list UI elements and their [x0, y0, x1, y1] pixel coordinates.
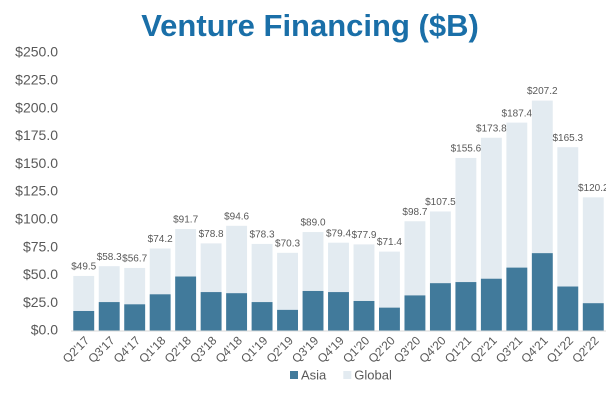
data-label: $78.3: [250, 230, 275, 241]
bar: [582, 303, 604, 331]
data-label: $165.3: [552, 133, 583, 144]
data-label: $207.2: [527, 86, 558, 97]
legend-label: Asia: [301, 367, 327, 382]
data-label: $71.4: [377, 237, 402, 248]
bar: [149, 294, 171, 331]
bar: [277, 309, 298, 331]
bar: [200, 292, 222, 331]
x-tick-label: Q4'21: [518, 333, 551, 366]
data-label: $77.9: [351, 230, 376, 241]
bar: [353, 300, 375, 331]
data-label: $187.4: [502, 108, 533, 119]
data-label: $89.0: [301, 218, 326, 229]
x-tick-label: Q1'19: [238, 333, 271, 366]
bar: [73, 310, 95, 331]
y-tick-label: $125.0: [15, 183, 58, 199]
x-tick-label: Q3'17: [85, 333, 118, 366]
y-tick-label: $25.0: [23, 294, 58, 310]
y-tick-label: $200.0: [15, 99, 58, 115]
data-label: $58.3: [97, 252, 122, 263]
data-label: $155.6: [451, 144, 482, 155]
data-label: $98.7: [402, 207, 427, 218]
data-label: $70.3: [275, 238, 300, 249]
x-tick-label: Q1'21: [442, 333, 475, 366]
legend-swatch: [290, 371, 298, 379]
legend-swatch: [343, 371, 352, 379]
x-tick-label: Q4'17: [111, 333, 144, 366]
x-tick-label: Q3'21: [493, 333, 526, 366]
y-tick-label: $225.0: [15, 72, 58, 88]
y-tick-label: $150.0: [15, 155, 58, 171]
bar: [98, 302, 120, 331]
bar: [557, 147, 579, 331]
x-tick-label: Q2'19: [264, 333, 297, 366]
x-tick-label: Q1'22: [544, 333, 577, 366]
bar: [124, 304, 146, 331]
y-tick-label: $0.0: [31, 322, 58, 338]
data-label: $79.4: [326, 228, 351, 239]
x-tick-label: Q1'18: [136, 333, 169, 366]
bar: [506, 267, 528, 331]
bar: [379, 307, 400, 331]
x-tick-label: Q4'19: [315, 333, 348, 366]
x-tick-label: Q4'20: [416, 333, 449, 366]
bar: [251, 302, 273, 331]
data-label: $49.5: [71, 262, 96, 273]
y-tick-label: $100.0: [15, 211, 58, 227]
x-tick-label: Q2'22: [569, 333, 602, 366]
x-tick-label: Q2'20: [366, 333, 399, 366]
bar: [480, 278, 502, 331]
data-label: $78.8: [199, 229, 224, 240]
x-tick-label: Q2'17: [60, 333, 93, 366]
bar: [404, 295, 426, 331]
data-label: $107.5: [425, 197, 456, 208]
bar: [455, 282, 477, 331]
y-tick-label: $250.0: [15, 44, 58, 60]
y-tick-label: $75.0: [23, 238, 58, 254]
x-tick-label: Q4'18: [213, 333, 246, 366]
data-label: $120.2: [578, 183, 606, 194]
x-tick-label: Q3'18: [187, 333, 220, 366]
x-tick-label: Q3'20: [391, 333, 424, 366]
x-tick-label: Q3'19: [289, 333, 322, 366]
data-label: $56.7: [122, 254, 147, 265]
y-tick-label: $50.0: [23, 266, 58, 282]
bar: [582, 197, 604, 331]
x-tick-label: Q1'20: [340, 333, 373, 366]
chart-title: Venture Financing ($B): [141, 8, 479, 43]
legend-label: Global: [354, 367, 392, 382]
bar: [557, 286, 579, 331]
data-label: $94.6: [224, 211, 249, 222]
data-label: $173.8: [476, 123, 507, 134]
bar: [302, 290, 324, 331]
x-tick-label: Q2'21: [467, 333, 500, 366]
bar: [531, 253, 553, 331]
bar: [175, 276, 197, 331]
bar: [429, 283, 451, 331]
data-label: $91.7: [173, 215, 198, 226]
y-tick-label: $175.0: [15, 127, 58, 143]
bar: [226, 293, 248, 331]
x-tick-label: Q2'18: [162, 333, 195, 366]
bar: [328, 292, 349, 331]
data-label: $74.2: [148, 234, 173, 245]
